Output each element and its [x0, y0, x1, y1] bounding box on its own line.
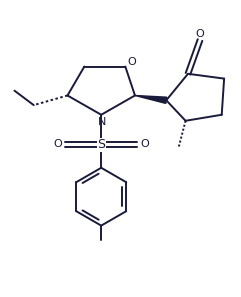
Polygon shape: [135, 95, 167, 103]
Text: N: N: [98, 117, 107, 127]
Text: S: S: [97, 138, 105, 151]
Text: O: O: [196, 29, 204, 39]
Text: O: O: [54, 139, 62, 149]
Text: O: O: [127, 57, 136, 67]
Text: O: O: [140, 139, 149, 149]
